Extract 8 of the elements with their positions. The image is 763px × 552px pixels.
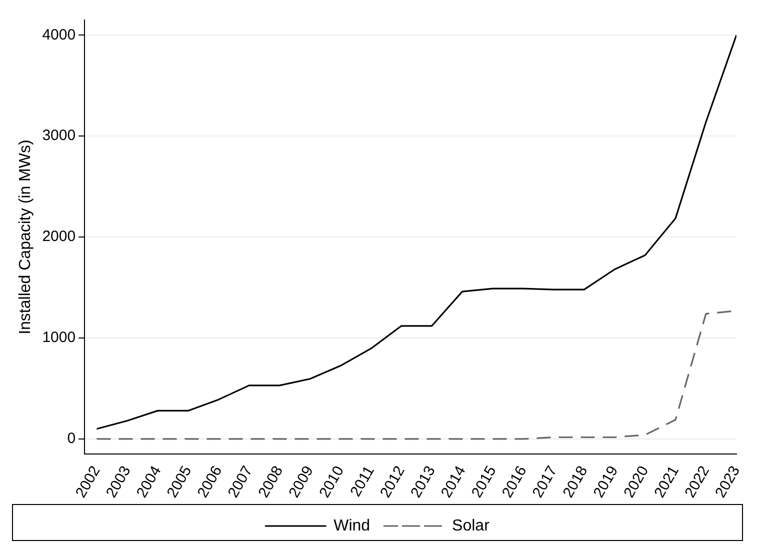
y-axis-title: Installed Capacity (in MWs)	[17, 140, 34, 334]
y-tick-label: 3000	[42, 127, 76, 144]
legend-label: Wind	[334, 517, 370, 534]
y-tick-label: 4000	[42, 26, 76, 44]
y-tick-label: 0	[67, 430, 76, 448]
legend-label: Solar	[452, 517, 490, 534]
y-tick-label: 1000	[42, 329, 76, 346]
y-tick-label: 2000	[42, 228, 76, 246]
